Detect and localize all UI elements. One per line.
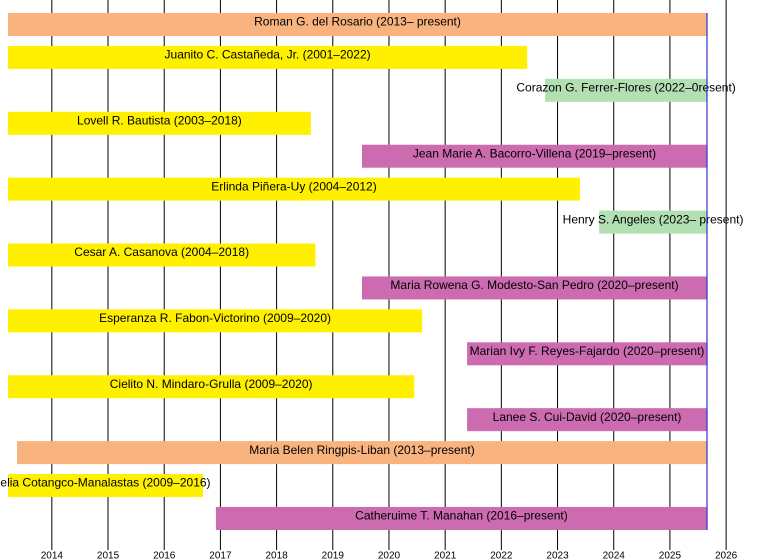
bar [215, 506, 708, 530]
bar [8, 243, 316, 267]
bar [8, 177, 581, 201]
bar-label: Catheruime T. Manahan (2016–present) [355, 509, 568, 523]
x-tick-label: 2015 [97, 551, 120, 560]
x-tick-label: 2025 [659, 551, 682, 560]
x-axis: 2014 2015 2016 2017 2018 2019 2020 2021 2022 2023… [41, 13, 738, 560]
x-tick-label: 2017 [209, 551, 232, 560]
x-tick-label: 2014 [41, 551, 64, 560]
x-tick-label: 2019 [322, 551, 345, 560]
bar [467, 342, 708, 366]
bar-label: Maria Belen Ringpis-Liban (2013–present) [249, 443, 474, 457]
x-tick-label: 2018 [265, 551, 288, 560]
bar [8, 111, 311, 135]
bar [362, 144, 708, 168]
x-tick-label: 2021 [434, 551, 457, 560]
bar-label: Corazon G. Ferrer-Flores (2022–0resent) [516, 81, 735, 95]
bar-label: Cielito N. Mindaro-Grulla (2009–2020) [110, 377, 313, 391]
x-tick-label: 2024 [603, 551, 626, 560]
x-tick-label: 2020 [378, 551, 401, 560]
bar [362, 276, 708, 300]
bar [8, 375, 415, 399]
bar [8, 13, 708, 36]
bar-label: Henry S. Angeles (2023– present) [563, 212, 744, 226]
x-tick-label: 2022 [490, 551, 513, 560]
bar [8, 45, 528, 69]
bar-labels: Roman G. del Rosario (2013– present) Juan… [0, 15, 743, 523]
bar [545, 78, 708, 102]
bar [8, 474, 203, 498]
bar-label: Marian Ivy F. Reyes-Fajardo (2020–presen… [470, 344, 705, 358]
bar [16, 441, 708, 465]
bars [8, 13, 708, 530]
bar-label: Lovell R. Bautista (2003–2018) [77, 113, 242, 127]
bar-label: Maria Rowena G. Modesto-San Pedro (2020–… [390, 278, 678, 292]
bar [8, 309, 423, 333]
bar-label: Esperanza R. Fabon-Victorino (2009–2020) [99, 311, 331, 325]
bar [599, 210, 708, 234]
x-tick-label: 2016 [153, 551, 176, 560]
bar-label: Juanito C. Castañeda, Jr. (2001–2022) [165, 48, 371, 62]
bar-label: Roman G. del Rosario (2013– present) [254, 15, 461, 29]
bar-label: Lanee S. Cui-David (2020–present) [493, 410, 682, 424]
bar-label: Cesar A. Casanova (2004–2018) [74, 245, 249, 259]
bar-label: elia Cotangco-Manalastas (2009–2016) [0, 476, 210, 490]
x-tick-label: 2023 [546, 551, 569, 560]
x-tick-label: 2026 [715, 551, 738, 560]
bar [467, 408, 708, 432]
bar-label: Jean Marie A. Bacorro-Villena (2019–pres… [413, 146, 656, 160]
bar-label: Erlinda Piñera-Uy (2004–2012) [211, 179, 376, 193]
